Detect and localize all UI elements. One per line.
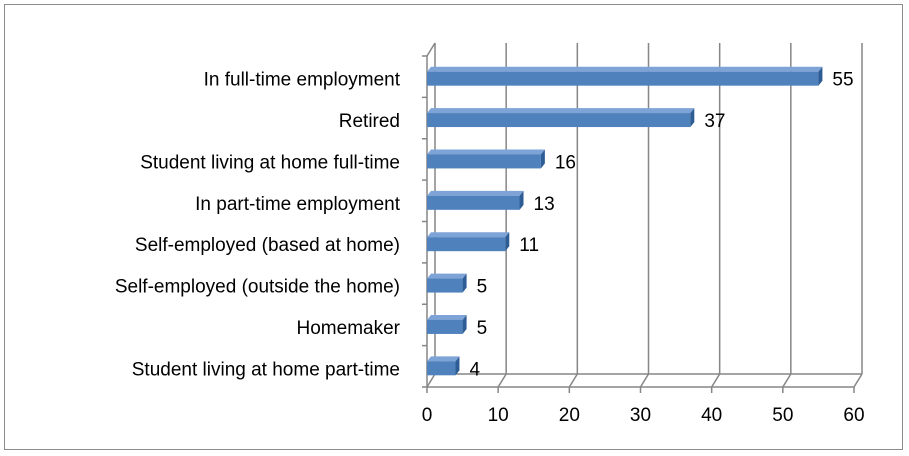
category-label-5: Self-employed (based at home)	[135, 235, 400, 256]
floor-line-60	[853, 373, 863, 388]
floor-line-20	[568, 373, 578, 388]
bar-side-face	[818, 66, 823, 86]
x-tick-label-0: 0	[422, 405, 433, 426]
bar-top-face	[427, 232, 510, 238]
bar-top-face	[427, 356, 460, 362]
bar-1	[427, 66, 823, 86]
category-label-2: Retired	[339, 111, 400, 132]
bar-7	[427, 314, 467, 334]
category-label-7: Homemaker	[297, 318, 401, 339]
x-tick-label-40: 40	[701, 405, 722, 426]
bar-front-face	[427, 319, 463, 334]
bar-top-face	[427, 273, 467, 279]
floor-line-10	[497, 373, 507, 388]
bar-front-face	[427, 154, 541, 169]
bar-top-face	[427, 66, 823, 72]
data-label-6: 5	[477, 277, 488, 298]
bar-side-face	[519, 190, 524, 210]
bar-4	[427, 190, 524, 210]
bar-side-face	[462, 314, 467, 334]
bar-top-face	[427, 314, 467, 320]
category-label-6: Self-employed (outside the home)	[115, 277, 400, 298]
x-tick-label-10: 10	[488, 405, 509, 426]
x-tick-label-60: 60	[843, 405, 864, 426]
data-label-7: 5	[477, 318, 488, 339]
bar-5	[427, 232, 510, 252]
bar-top-face	[427, 149, 545, 155]
bar-3	[427, 149, 545, 169]
category-label-4: In part-time employment	[195, 194, 401, 215]
bar-top-face	[427, 190, 524, 196]
category-label-8: Student living at home part-time	[132, 359, 400, 380]
bars-layer	[427, 66, 823, 376]
data-label-4: 13	[534, 194, 555, 215]
bar-front-face	[427, 361, 456, 376]
data-label-8: 4	[469, 359, 480, 380]
bar-6	[427, 273, 467, 293]
data-label-2: 37	[704, 111, 725, 132]
x-tick-label-50: 50	[772, 405, 793, 426]
category-label-3: Student living at home full-time	[140, 152, 400, 173]
bar-8	[427, 356, 460, 376]
data-label-3: 16	[555, 152, 576, 173]
bar-side-face	[690, 108, 695, 128]
x-tick-label-30: 30	[630, 405, 651, 426]
bar-front-face	[427, 278, 463, 293]
data-label-5: 11	[519, 235, 539, 256]
left-wall-top	[426, 42, 436, 57]
bar-side-face	[462, 273, 467, 293]
floor-line-0	[426, 373, 436, 388]
floor-line-40	[711, 373, 721, 388]
data-label-1: 55	[832, 70, 853, 91]
bar-top-face	[427, 108, 695, 114]
floor-line-30	[639, 373, 650, 388]
bar-side-face	[505, 232, 510, 252]
bar-front-face	[427, 237, 506, 252]
bar-front-face	[427, 113, 691, 128]
category-label-1: In full-time employment	[204, 70, 401, 91]
floor-line-50	[782, 373, 792, 388]
x-tick-label-20: 20	[559, 405, 580, 426]
grid-layer	[422, 42, 863, 393]
bar-side-face	[455, 356, 460, 376]
bar-2	[427, 108, 695, 128]
bar-side-face	[540, 149, 545, 169]
bar-front-face	[427, 195, 520, 210]
bar-front-face	[427, 71, 819, 86]
